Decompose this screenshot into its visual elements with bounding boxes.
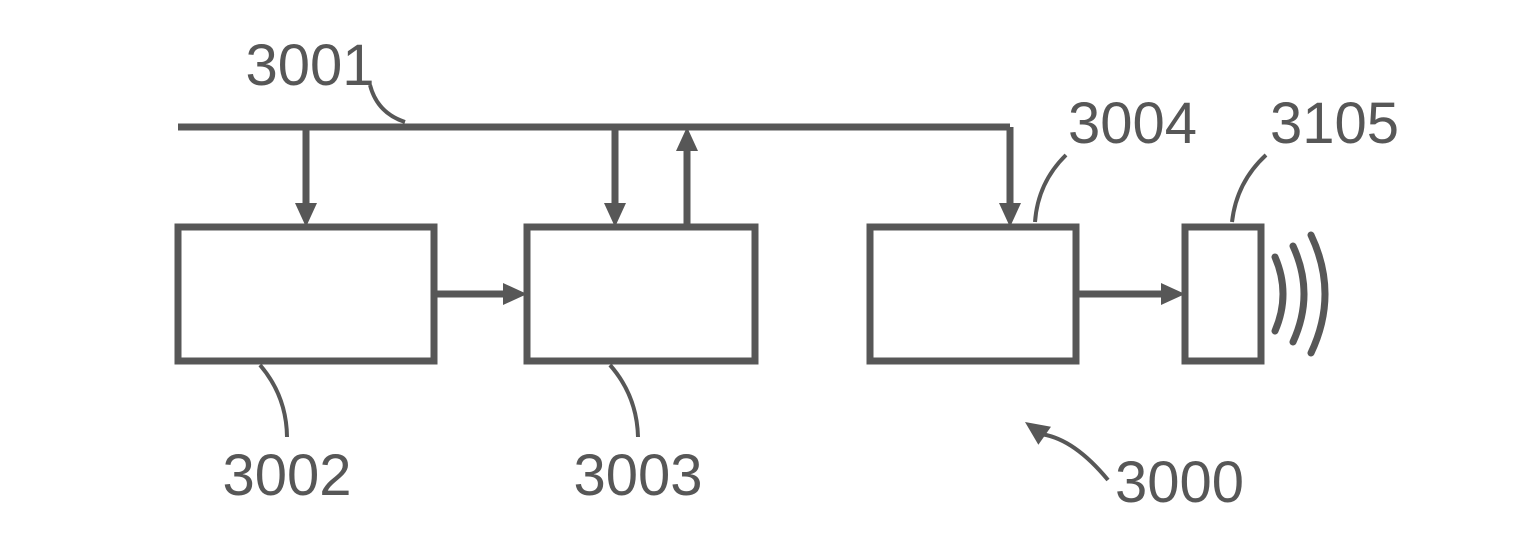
block-n3002 [178,227,434,361]
arrow-head-icon [676,127,698,151]
arrow-head-icon [999,203,1021,227]
signal-wave-icon [1275,257,1283,331]
leader-line [260,365,287,437]
leader-line [1232,155,1266,222]
block-n3004 [870,227,1076,361]
arrow-head-icon [503,283,527,305]
ref-label: 3105 [1270,91,1399,156]
block-n3003 [527,227,755,361]
arrow-head-icon [1161,283,1185,305]
ref-label: 3001 [245,33,374,98]
block-n3105 [1185,227,1261,361]
ref-label: 3002 [222,443,351,508]
leader-line [1043,434,1108,480]
arrow-head-icon [295,203,317,227]
leader-line [1035,155,1066,222]
ref-label: 3003 [573,443,702,508]
ref-label: 3004 [1068,91,1197,156]
arrow-head-icon [604,203,626,227]
leader-line [610,365,638,437]
ref-label: 3000 [1115,450,1244,515]
signal-wave-icon [1293,246,1304,342]
leader-line [370,85,405,122]
signal-wave-icon [1311,235,1325,353]
